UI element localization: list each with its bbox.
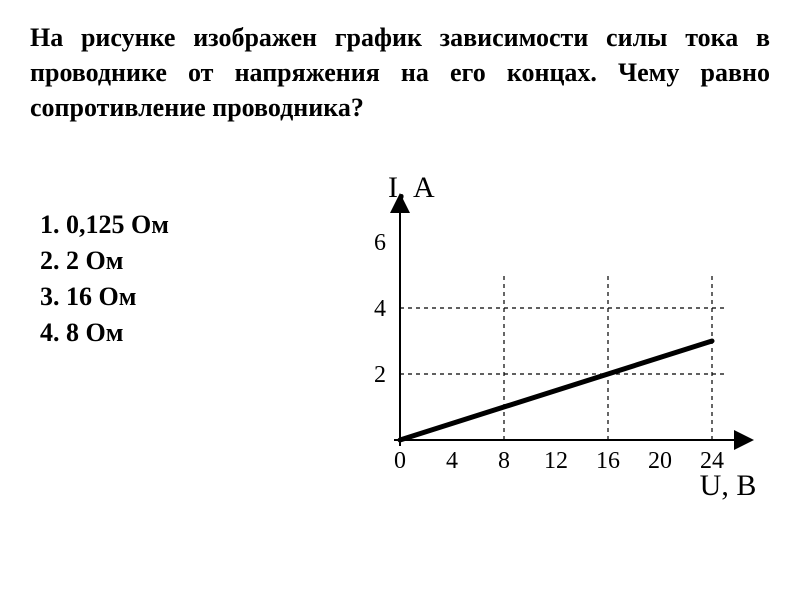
question-text: На рисунке изображен график зависимости … xyxy=(30,20,770,125)
x-axis-label: U, В xyxy=(700,469,755,502)
y-axis-label: I, А xyxy=(388,171,435,204)
option-4: 4. 8 Ом xyxy=(40,318,310,348)
answer-options: 1. 0,125 Ом 2. 2 Ом 3. 16 Ом 4. 8 Ом xyxy=(30,150,310,354)
x-tick-label: 4 xyxy=(446,448,458,474)
option-1: 1. 0,125 Ом xyxy=(40,210,310,240)
option-2: 2. 2 Ом xyxy=(40,246,310,276)
y-tick-label: 2 xyxy=(374,362,386,388)
x-tick-label: 12 xyxy=(544,448,568,474)
iv-chart: 04812162024246I, АU, В xyxy=(325,150,755,510)
option-3: 3. 16 Ом xyxy=(40,282,310,312)
chart-container: 04812162024246I, АU, В xyxy=(310,150,770,510)
y-tick-label: 4 xyxy=(374,296,386,322)
data-line xyxy=(400,341,712,440)
x-tick-label: 0 xyxy=(394,448,406,474)
options-list: 1. 0,125 Ом 2. 2 Ом 3. 16 Ом 4. 8 Ом xyxy=(40,210,310,348)
x-tick-label: 16 xyxy=(596,448,620,474)
x-tick-label: 20 xyxy=(648,448,672,474)
y-tick-label: 6 xyxy=(374,230,386,256)
x-tick-label: 8 xyxy=(498,448,510,474)
content-row: 1. 0,125 Ом 2. 2 Ом 3. 16 Ом 4. 8 Ом 0 4 8 12 1… xyxy=(30,150,770,510)
